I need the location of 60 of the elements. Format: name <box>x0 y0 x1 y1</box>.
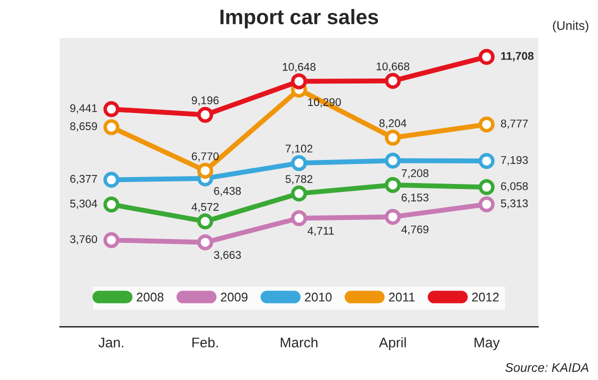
data-label: 8,204 <box>379 119 406 128</box>
legend-label: 2011 <box>388 292 415 302</box>
legend-label: 2010 <box>304 292 332 302</box>
data-label: 6,153 <box>402 194 428 203</box>
x-tick-label: Jan. <box>98 338 124 348</box>
data-label: 10,668 <box>376 62 410 72</box>
data-label: 8,659 <box>70 122 97 132</box>
data-label: 9,441 <box>70 104 97 114</box>
point <box>291 155 307 172</box>
data-label: 6,770 <box>192 152 219 162</box>
point <box>384 130 401 146</box>
point <box>197 234 214 250</box>
data-label: 8,777 <box>500 120 528 129</box>
point <box>103 101 120 118</box>
point <box>103 196 120 213</box>
data-label: 10,648 <box>282 62 316 72</box>
point <box>384 208 401 225</box>
data-label: 7,208 <box>402 169 428 178</box>
point <box>197 162 214 179</box>
point <box>103 232 120 248</box>
point <box>291 186 307 202</box>
x-tick-label: May <box>474 338 500 350</box>
x-tick-label: March <box>280 337 318 348</box>
legend-label: 2008 <box>136 292 164 302</box>
legend-label: 2012 <box>472 292 499 302</box>
data-label: 5,313 <box>500 199 528 209</box>
data-label: 11,708 <box>501 52 534 62</box>
x-tick-label: April <box>378 337 406 350</box>
data-label: 6,438 <box>214 187 241 196</box>
point <box>103 172 120 188</box>
point <box>291 210 307 226</box>
data-label: 9,196 <box>192 96 219 106</box>
data-label: 3,760 <box>70 235 98 244</box>
point <box>478 196 495 212</box>
data-label: 5,304 <box>70 200 98 209</box>
data-label: 6,377 <box>70 174 97 184</box>
data-label: 4,711 <box>308 226 334 236</box>
x-tick-label: Feb. <box>192 337 218 348</box>
point <box>478 48 495 65</box>
data-label: 7,193 <box>501 156 528 166</box>
data-label: 7,102 <box>286 144 312 154</box>
point <box>384 72 401 89</box>
point <box>478 179 495 196</box>
data-label: 6,058 <box>501 182 528 192</box>
point <box>384 176 401 193</box>
point <box>103 119 120 136</box>
data-label: 5,782 <box>286 175 312 184</box>
point <box>478 116 495 132</box>
point <box>197 213 214 230</box>
point <box>197 106 214 123</box>
data-label: 4,572 <box>192 203 219 212</box>
data-label: 3,663 <box>214 250 241 260</box>
legend-label: 2009 <box>220 292 248 302</box>
point <box>291 73 307 90</box>
source-note: Source: KAIDA <box>505 363 588 372</box>
text: (Units) <box>553 20 588 32</box>
data-label: 4,769 <box>401 225 428 235</box>
point <box>478 152 495 169</box>
chart-title: Import car sales <box>220 9 378 28</box>
point <box>384 152 401 169</box>
